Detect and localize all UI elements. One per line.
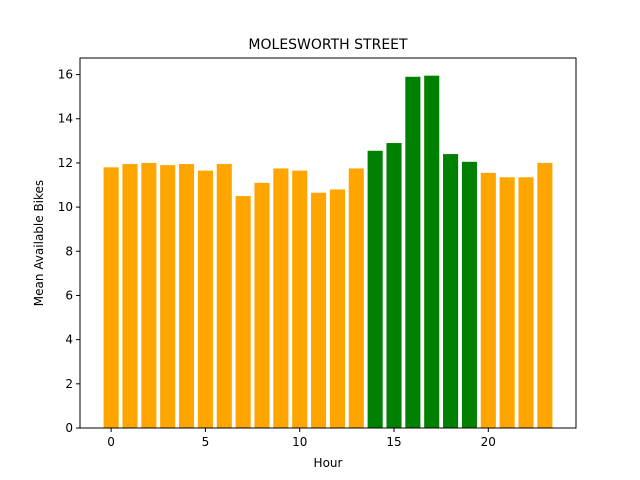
bar-hour-12 bbox=[329, 189, 345, 428]
y-tick-label: 10 bbox=[58, 200, 73, 214]
y-tick-label: 0 bbox=[65, 421, 73, 435]
y-tick-label: 6 bbox=[65, 288, 73, 302]
y-tick-label: 12 bbox=[58, 156, 73, 170]
bar-hour-0 bbox=[103, 167, 119, 429]
bar-hour-15 bbox=[386, 143, 402, 428]
y-tick-label: 14 bbox=[58, 112, 73, 126]
bar-hour-10 bbox=[292, 170, 308, 428]
bar-hour-18 bbox=[443, 154, 459, 429]
bar-hour-19 bbox=[461, 161, 477, 428]
y-tick-label: 4 bbox=[65, 333, 73, 347]
bar-hour-16 bbox=[405, 76, 421, 428]
bar-hour-14 bbox=[367, 150, 383, 428]
x-tick-label: 20 bbox=[481, 435, 496, 449]
x-tick-label: 15 bbox=[386, 435, 401, 449]
bar-hour-8 bbox=[254, 182, 270, 428]
bar-hour-1 bbox=[122, 164, 138, 428]
bar-hour-11 bbox=[311, 192, 327, 428]
x-tick-label: 10 bbox=[292, 435, 307, 449]
x-axis-label: Hour bbox=[314, 456, 343, 470]
y-tick-label: 8 bbox=[65, 244, 73, 258]
y-axis-ticks: 0 2 4 6 8 10 12 14 16 bbox=[58, 68, 80, 435]
bar-hour-4 bbox=[179, 164, 195, 428]
bar-hour-5 bbox=[197, 170, 213, 428]
plot-frame bbox=[79, 57, 577, 429]
y-tick-label: 2 bbox=[65, 377, 73, 391]
bar-hour-6 bbox=[216, 164, 232, 428]
bar-hour-3 bbox=[160, 165, 176, 428]
chart-title: MOLESWORTH STREET bbox=[248, 37, 408, 53]
bar-hour-17 bbox=[424, 75, 440, 429]
y-axis-label: Mean Available Bikes bbox=[32, 180, 46, 306]
y-tick-label: 16 bbox=[58, 68, 73, 82]
bars-group bbox=[103, 75, 553, 429]
bar-hour-9 bbox=[273, 168, 289, 428]
bar-hour-22 bbox=[518, 177, 534, 428]
bar-hour-7 bbox=[235, 196, 251, 428]
bar-hour-20 bbox=[480, 172, 496, 428]
bar-hour-21 bbox=[499, 177, 515, 428]
x-tick-label: 5 bbox=[202, 435, 210, 449]
bar-hour-13 bbox=[348, 168, 364, 428]
x-tick-label: 0 bbox=[107, 435, 115, 449]
x-axis-ticks: 0 5 10 15 20 bbox=[107, 428, 496, 449]
bar-hour-2 bbox=[141, 162, 157, 429]
bar-hour-23 bbox=[537, 162, 553, 429]
